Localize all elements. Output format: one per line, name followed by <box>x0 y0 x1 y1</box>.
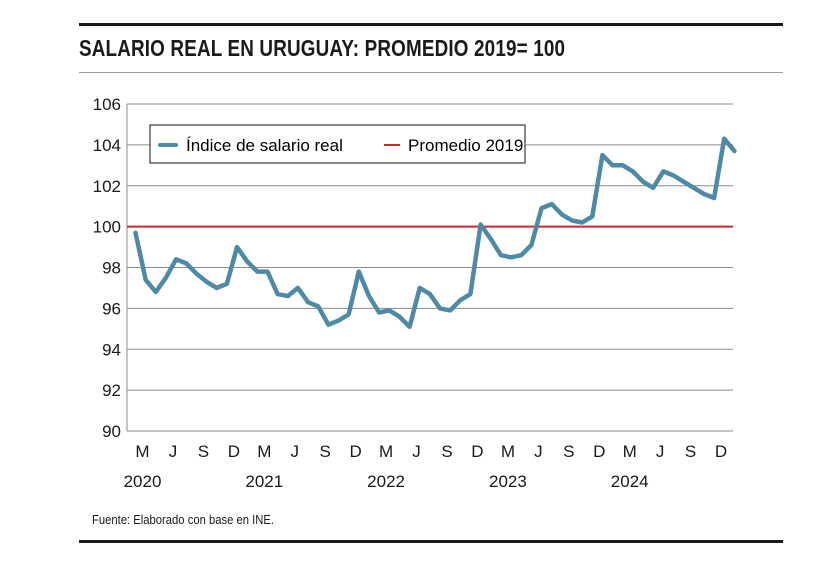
x-tick-label: S <box>563 442 574 461</box>
x-tick-label: S <box>441 442 452 461</box>
y-tick-label: 104 <box>93 136 121 155</box>
x-tick-label: J <box>534 442 543 461</box>
x-axis-year-labels: 2020 2021 2022 2023 2024 <box>124 472 649 491</box>
x-tick-label: M <box>623 442 637 461</box>
legend-label-indice: Índice de salario real <box>186 136 343 155</box>
x-year-label: 2020 <box>124 472 162 491</box>
x-tick-label: J <box>291 442 300 461</box>
y-tick-label: 94 <box>102 340 121 359</box>
x-tick-label: S <box>198 442 209 461</box>
legend-label-promedio: Promedio 2019 <box>408 136 523 155</box>
bottom-rule <box>79 540 783 543</box>
x-tick-label: M <box>257 442 271 461</box>
title-divider <box>79 72 783 73</box>
x-tick-label: S <box>685 442 696 461</box>
x-tick-label: M <box>501 442 515 461</box>
y-tick-label: 102 <box>93 177 121 196</box>
series-line-indice-salario-real <box>133 136 737 330</box>
x-tick-label: J <box>169 442 178 461</box>
top-rule <box>79 23 783 26</box>
y-tick-label: 92 <box>102 381 121 400</box>
x-tick-label: J <box>412 442 421 461</box>
x-year-label: 2023 <box>489 472 527 491</box>
chart-title: SALARIO REAL EN URUGUAY: PROMEDIO 2019= … <box>79 35 566 61</box>
y-tick-label: 106 <box>93 95 121 114</box>
source-note: Fuente: Elaborado con base en INE. <box>92 513 274 527</box>
y-tick-label: 100 <box>93 218 121 237</box>
x-tick-label: S <box>320 442 331 461</box>
y-axis-tick-labels: 90 92 94 96 98 100 102 104 106 <box>93 95 121 441</box>
x-tick-label: M <box>379 442 393 461</box>
x-tick-label: D <box>715 442 727 461</box>
x-year-label: 2022 <box>367 472 405 491</box>
x-year-label: 2024 <box>611 472 649 491</box>
x-tick-label: D <box>228 442 240 461</box>
x-year-label: 2021 <box>245 472 283 491</box>
x-tick-label: D <box>350 442 362 461</box>
x-tick-label: J <box>656 442 665 461</box>
x-tick-label: D <box>593 442 605 461</box>
x-tick-label: M <box>135 442 149 461</box>
legend: Índice de salario real Promedio 2019 <box>149 124 526 164</box>
x-tick-label: D <box>471 442 483 461</box>
legend-box <box>149 124 526 164</box>
y-tick-label: 90 <box>102 422 121 441</box>
y-tick-label: 96 <box>102 299 121 318</box>
y-tick-label: 98 <box>102 259 121 278</box>
